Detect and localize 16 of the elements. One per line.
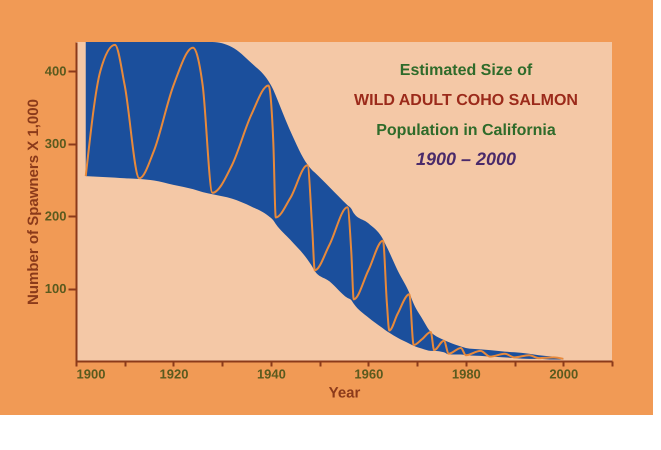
x-tick-label: 1920 [159, 366, 188, 382]
y-axis-title: Number of Spawners X 1,000 [24, 99, 42, 305]
annotation: 1900 – 2000 [416, 149, 516, 169]
x-tick-label: 2000 [549, 366, 578, 382]
y-tick-label: 200 [44, 208, 66, 224]
x-axis-title: Year [328, 384, 361, 402]
y-tick-label: 300 [44, 136, 66, 151]
annotation: Estimated Size of [400, 62, 533, 79]
annotation: WILD ADULT COHO SALMON [354, 92, 578, 109]
x-tick-label: 1960 [354, 366, 384, 382]
x-tick-label: 1900 [76, 366, 106, 382]
x-tick-label: 1940 [256, 366, 286, 382]
x-tick-label: 1980 [452, 366, 481, 382]
y-tick-label: 400 [44, 64, 66, 78]
y-tick-label: 100 [44, 281, 66, 296]
annotation: Population in California [376, 122, 556, 139]
